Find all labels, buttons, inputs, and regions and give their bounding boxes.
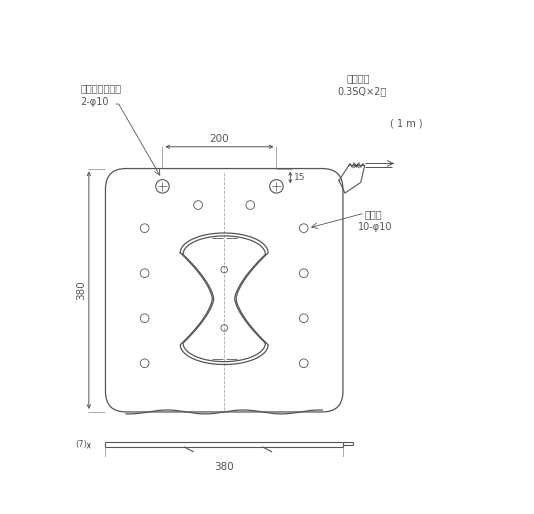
- Text: 2-φ10: 2-φ10: [81, 97, 109, 107]
- Text: 200: 200: [210, 134, 229, 143]
- Text: ( 1 m ): ( 1 m ): [390, 118, 423, 128]
- Text: 15: 15: [294, 173, 305, 182]
- Text: 10-φ10: 10-φ10: [358, 222, 392, 232]
- Text: リード線: リード線: [347, 74, 371, 84]
- FancyBboxPatch shape: [106, 169, 343, 412]
- Text: (7): (7): [75, 439, 87, 449]
- Text: 通気孔: 通気孔: [365, 209, 382, 219]
- Text: 380: 380: [214, 462, 234, 472]
- Text: 固定用ハトメ穴: 固定用ハトメ穴: [81, 83, 122, 94]
- Text: 0.3SQ×2芯: 0.3SQ×2芯: [337, 86, 386, 96]
- Text: 380: 380: [76, 280, 85, 300]
